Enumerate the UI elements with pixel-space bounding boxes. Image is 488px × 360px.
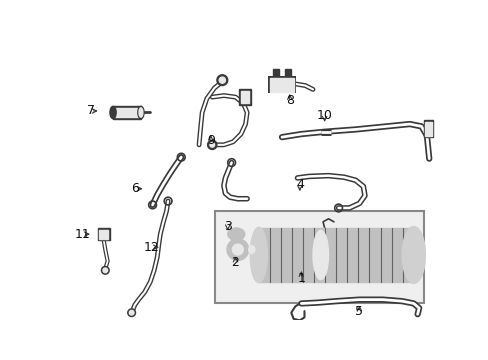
Ellipse shape bbox=[312, 230, 328, 280]
Circle shape bbox=[207, 140, 217, 149]
Circle shape bbox=[217, 75, 227, 86]
Ellipse shape bbox=[250, 227, 267, 283]
Text: 11: 11 bbox=[75, 228, 90, 240]
Ellipse shape bbox=[227, 228, 244, 240]
Text: 10: 10 bbox=[316, 109, 332, 122]
Bar bbox=[272, 69, 278, 78]
Bar bbox=[239, 89, 250, 105]
Ellipse shape bbox=[401, 226, 425, 283]
Circle shape bbox=[219, 77, 225, 83]
Bar bbox=[267, 76, 295, 93]
Bar bbox=[214, 211, 423, 303]
Bar bbox=[423, 120, 432, 137]
Bar bbox=[269, 78, 294, 92]
Text: 9: 9 bbox=[206, 135, 214, 148]
Circle shape bbox=[127, 309, 135, 316]
Bar bbox=[97, 228, 110, 240]
Circle shape bbox=[103, 268, 107, 273]
Text: 4: 4 bbox=[295, 178, 303, 192]
Bar bbox=[114, 108, 139, 117]
Bar bbox=[241, 91, 249, 103]
Text: 3: 3 bbox=[224, 220, 231, 233]
Ellipse shape bbox=[226, 239, 248, 260]
Circle shape bbox=[129, 310, 134, 315]
Text: 2: 2 bbox=[231, 256, 239, 269]
Ellipse shape bbox=[138, 106, 144, 119]
Circle shape bbox=[209, 143, 214, 147]
Text: 1: 1 bbox=[297, 272, 305, 285]
Ellipse shape bbox=[110, 106, 116, 119]
Bar bbox=[258, 228, 413, 282]
Ellipse shape bbox=[139, 108, 142, 117]
Bar bbox=[258, 228, 413, 282]
Ellipse shape bbox=[248, 246, 254, 253]
Text: 12: 12 bbox=[143, 241, 160, 254]
Bar bbox=[99, 230, 108, 239]
Text: 7: 7 bbox=[86, 104, 94, 117]
Text: 6: 6 bbox=[131, 182, 139, 195]
Bar bbox=[285, 69, 291, 78]
Text: 8: 8 bbox=[285, 94, 293, 107]
Text: 5: 5 bbox=[355, 305, 363, 319]
Circle shape bbox=[101, 266, 109, 274]
Bar bbox=[113, 106, 141, 119]
Ellipse shape bbox=[232, 244, 243, 255]
Bar bbox=[425, 122, 431, 136]
